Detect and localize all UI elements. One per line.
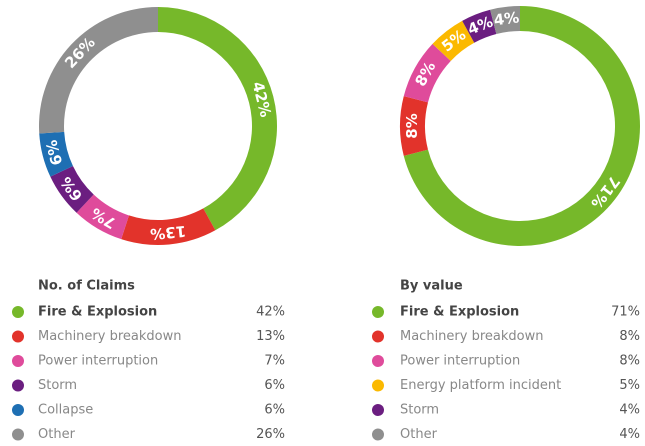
legend-dot <box>372 428 384 441</box>
legend-label: Machinery breakdown <box>400 329 543 344</box>
data-label: 6% <box>42 138 66 167</box>
legend-label: Fire & Explosion <box>38 305 157 320</box>
donut-segment <box>39 131 73 177</box>
legend-value: 4% <box>619 403 640 418</box>
legend-value: 8% <box>619 329 640 344</box>
donut-segment <box>158 7 278 231</box>
donut-segment <box>490 6 520 34</box>
legend-label: Machinery breakdown <box>38 329 181 344</box>
legend-label: Power interruption <box>38 354 158 369</box>
donut-segment <box>462 9 497 43</box>
data-label: 13% <box>149 222 186 243</box>
legend-dot <box>372 355 384 367</box>
legend-label: Storm <box>400 403 439 418</box>
legend-label: Fire & Explosion <box>400 305 519 320</box>
legend-value: 7% <box>264 354 285 369</box>
donut-segment <box>432 20 475 61</box>
donut-segment <box>50 166 94 213</box>
legend-value: 26% <box>256 427 285 442</box>
donut-segment <box>121 208 216 245</box>
legend-value: 71% <box>611 305 640 320</box>
legend-label: Power interruption <box>400 354 520 369</box>
legend-dot <box>372 306 384 318</box>
donut-segment <box>76 194 129 240</box>
legend-value: 5% <box>619 378 640 393</box>
legend-label: Energy platform incident <box>400 378 561 393</box>
legend-title: No. of Claims <box>38 279 135 294</box>
legend-value: 42% <box>256 305 285 320</box>
legend-value: 4% <box>619 427 640 442</box>
legend-dot <box>12 379 24 392</box>
legend-value: 13% <box>256 329 285 344</box>
donut-segment <box>400 96 428 156</box>
legend-dot <box>12 404 24 416</box>
legend-value: 6% <box>264 378 285 393</box>
data-label: 4% <box>493 8 521 29</box>
legend-dot <box>372 404 384 416</box>
legend-value: 6% <box>264 403 285 418</box>
legend-label: Storm <box>38 378 77 393</box>
legend-title: By value <box>400 279 463 294</box>
data-label: 8% <box>403 113 421 138</box>
legend-dot <box>12 330 24 343</box>
legend-label: Other <box>400 427 438 442</box>
legend-dot <box>12 428 24 441</box>
legend-value: 8% <box>619 354 640 369</box>
legend-dot <box>372 379 384 392</box>
legend-label: Other <box>38 427 76 442</box>
legend-dot <box>372 330 384 343</box>
donut-segment <box>403 43 451 103</box>
donut-segment <box>38 7 158 134</box>
legend-dot <box>12 355 24 367</box>
legend-label: Collapse <box>38 403 93 418</box>
legend-dot <box>12 306 24 318</box>
